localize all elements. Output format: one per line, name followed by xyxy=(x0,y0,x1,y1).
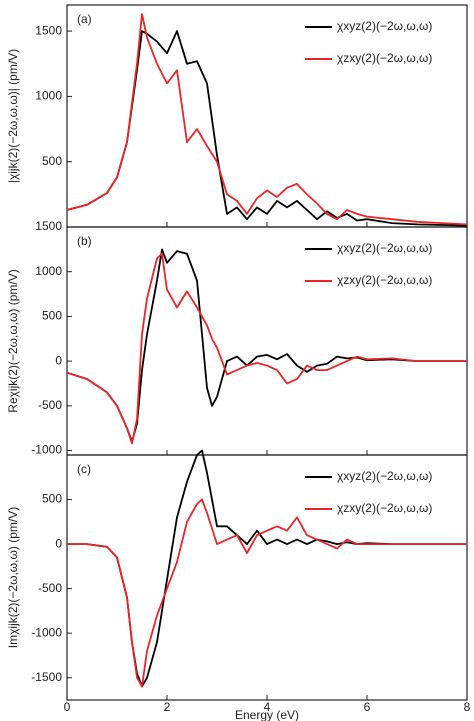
y-tick-label: 0 xyxy=(55,353,62,367)
plot-frame xyxy=(66,454,468,701)
y-tick-label: 1500 xyxy=(35,219,62,233)
y-tick-label: 500 xyxy=(42,309,62,323)
y-tick-label: 500 xyxy=(42,492,62,506)
x-tick-label: 6 xyxy=(364,700,371,714)
panel-label: (a) xyxy=(77,12,92,26)
x-tick-label: 4 xyxy=(264,700,271,714)
y-tick-label: 500 xyxy=(42,154,62,168)
x-axis-label: Energy (eV) xyxy=(235,708,299,721)
y-tick-label: -1000 xyxy=(31,443,62,457)
series-line xyxy=(66,30,468,227)
y-axis-label: Reχijk(2)(−2ω,ω,ω) (pm/V) xyxy=(6,269,20,412)
legend-label: χzxy(2)(−2ω,ω,ω) xyxy=(337,501,432,515)
x-tick-label: 0 xyxy=(64,700,71,714)
series-line xyxy=(67,449,467,688)
y-tick-label: 0 xyxy=(55,536,62,550)
legend-label: χzxy(2)(−2ω,ω,ω) xyxy=(337,273,432,287)
plot-frame xyxy=(66,226,468,456)
y-tick-label: -500 xyxy=(38,398,62,412)
legend-label: χxyz(2)(−2ω,ω,ω) xyxy=(337,19,432,33)
y-axis-label: Imχijk(2)(−2ω,ω,ω) (pm/V) xyxy=(6,507,20,648)
legend-label: χxyz(2)(−2ω,ω,ω) xyxy=(337,469,432,483)
panel-label: (b) xyxy=(77,234,92,248)
y-tick-label: -1000 xyxy=(31,625,62,639)
y-tick-label: 1500 xyxy=(35,23,62,37)
y-tick-label: -500 xyxy=(38,581,62,595)
x-tick-label: 8 xyxy=(464,700,471,714)
series-line xyxy=(67,498,467,688)
legend-label: χzxy(2)(−2ω,ω,ω) xyxy=(337,51,432,65)
x-tick-label: 2 xyxy=(164,700,171,714)
panel-label: (c) xyxy=(77,462,91,476)
y-axis-label: |χijk(2)(−2ω,ω,ω)| (pm/V) xyxy=(6,49,20,183)
series-line xyxy=(66,13,468,226)
plot-frame xyxy=(66,4,468,228)
series-line xyxy=(66,252,467,445)
y-tick-label: -1500 xyxy=(31,670,62,684)
legend-label: χxyz(2)(−2ω,ω,ω) xyxy=(337,241,432,255)
y-tick-label: 1000 xyxy=(35,89,62,103)
y-tick-label: 1000 xyxy=(35,264,62,278)
